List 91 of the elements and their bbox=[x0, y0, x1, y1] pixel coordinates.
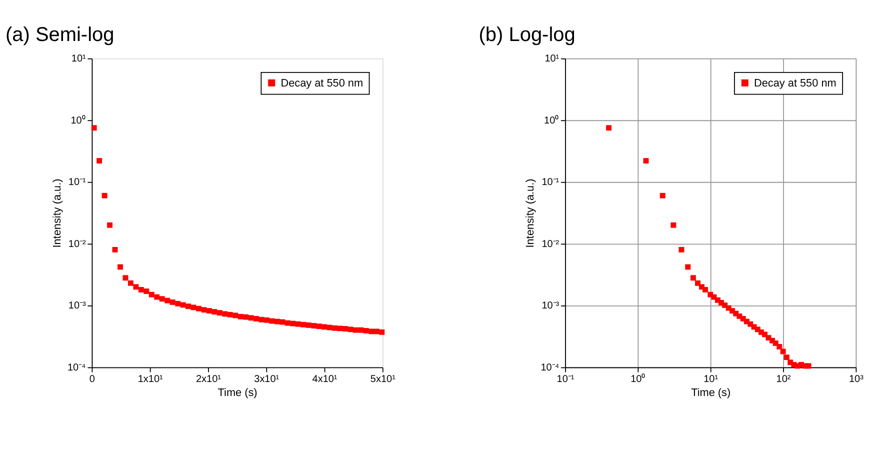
point bbox=[342, 326, 348, 332]
point bbox=[122, 275, 128, 281]
point bbox=[332, 325, 338, 331]
x-tick-label: 4x10¹ bbox=[312, 374, 338, 386]
x-tick-label: 2x10¹ bbox=[196, 374, 222, 386]
point bbox=[91, 125, 97, 131]
point bbox=[269, 318, 275, 324]
point bbox=[154, 294, 160, 300]
point bbox=[232, 312, 238, 318]
point bbox=[196, 306, 202, 312]
point bbox=[780, 348, 786, 354]
point bbox=[102, 192, 108, 198]
chart-title: (b) Log-log bbox=[478, 24, 576, 46]
x-tick-label: 10⁰ bbox=[630, 373, 646, 386]
point bbox=[133, 284, 139, 290]
x-axis-title: Time (s) bbox=[218, 386, 258, 399]
x-axis-title: Time (s) bbox=[691, 386, 731, 399]
point bbox=[206, 308, 212, 314]
x-tick-label: 10³ bbox=[848, 374, 864, 386]
point bbox=[175, 300, 181, 306]
point bbox=[258, 316, 264, 322]
x-tick-label: 10² bbox=[776, 374, 792, 386]
x-tick-label: 3x10¹ bbox=[254, 374, 280, 386]
point bbox=[238, 314, 244, 320]
y-axis-title: Intensity (a.u.) bbox=[51, 178, 64, 248]
point bbox=[128, 280, 134, 286]
point bbox=[159, 296, 165, 302]
point bbox=[254, 316, 260, 322]
point bbox=[337, 326, 343, 332]
point bbox=[776, 344, 782, 350]
point bbox=[164, 298, 170, 304]
point bbox=[379, 329, 385, 335]
point bbox=[784, 354, 790, 360]
x-tick-label: 0 bbox=[89, 374, 96, 386]
y-tick-label: 10⁻⁴ bbox=[67, 362, 86, 374]
y-tick-label: 10⁻³ bbox=[542, 300, 560, 312]
point bbox=[227, 312, 233, 318]
point bbox=[306, 322, 312, 328]
point bbox=[358, 327, 364, 333]
point bbox=[702, 286, 708, 292]
y-tick-label: 10⁻³ bbox=[68, 300, 87, 312]
chart-title: (a) Semi-log bbox=[5, 24, 114, 46]
y-tick-label: 10¹ bbox=[71, 54, 87, 65]
point bbox=[190, 304, 196, 310]
point bbox=[212, 309, 218, 315]
y-tick-label: 10¹ bbox=[544, 54, 560, 65]
point bbox=[762, 332, 768, 338]
point bbox=[348, 326, 354, 332]
point bbox=[316, 324, 322, 330]
point bbox=[248, 315, 254, 321]
point bbox=[170, 299, 176, 305]
point bbox=[695, 280, 700, 286]
point bbox=[280, 319, 286, 325]
point bbox=[243, 314, 249, 320]
point bbox=[186, 304, 191, 310]
point bbox=[112, 246, 118, 252]
point bbox=[138, 286, 144, 292]
point bbox=[148, 292, 154, 298]
legend-label: Decay at 550 nm bbox=[280, 78, 364, 90]
point bbox=[144, 288, 150, 294]
point bbox=[264, 317, 270, 323]
point bbox=[216, 310, 222, 316]
y-tick-label: 10⁰ bbox=[544, 114, 560, 126]
point bbox=[295, 321, 301, 327]
point bbox=[352, 327, 358, 333]
y-tick-label: 10⁻² bbox=[542, 238, 560, 250]
point bbox=[118, 264, 123, 270]
y-tick-label: 10⁻⁴ bbox=[540, 362, 560, 374]
y-tick-label: 10⁻¹ bbox=[68, 177, 87, 188]
y-tick-label: 10⁻² bbox=[68, 238, 87, 250]
x-tick-label: 5x10¹ bbox=[370, 374, 396, 386]
point bbox=[322, 324, 328, 330]
point bbox=[107, 222, 112, 228]
y-tick-label: 10⁰ bbox=[70, 114, 86, 126]
point bbox=[806, 363, 812, 369]
point bbox=[368, 328, 374, 334]
point bbox=[201, 307, 207, 313]
x-tick-label: 10⁻¹ bbox=[556, 374, 575, 386]
point bbox=[96, 158, 102, 164]
point bbox=[363, 328, 369, 334]
point bbox=[374, 328, 380, 334]
x-tick-label: 1x10¹ bbox=[138, 374, 164, 386]
point bbox=[311, 323, 317, 328]
point bbox=[180, 302, 186, 308]
y-tick-label: 10⁻¹ bbox=[542, 177, 560, 188]
y-axis-title: Intensity (a.u.) bbox=[524, 178, 537, 248]
point bbox=[222, 311, 228, 317]
legend-label: Decay at 550 nm bbox=[754, 78, 836, 90]
point bbox=[290, 320, 296, 326]
point bbox=[300, 322, 306, 328]
x-tick-label: 10¹ bbox=[704, 374, 719, 386]
